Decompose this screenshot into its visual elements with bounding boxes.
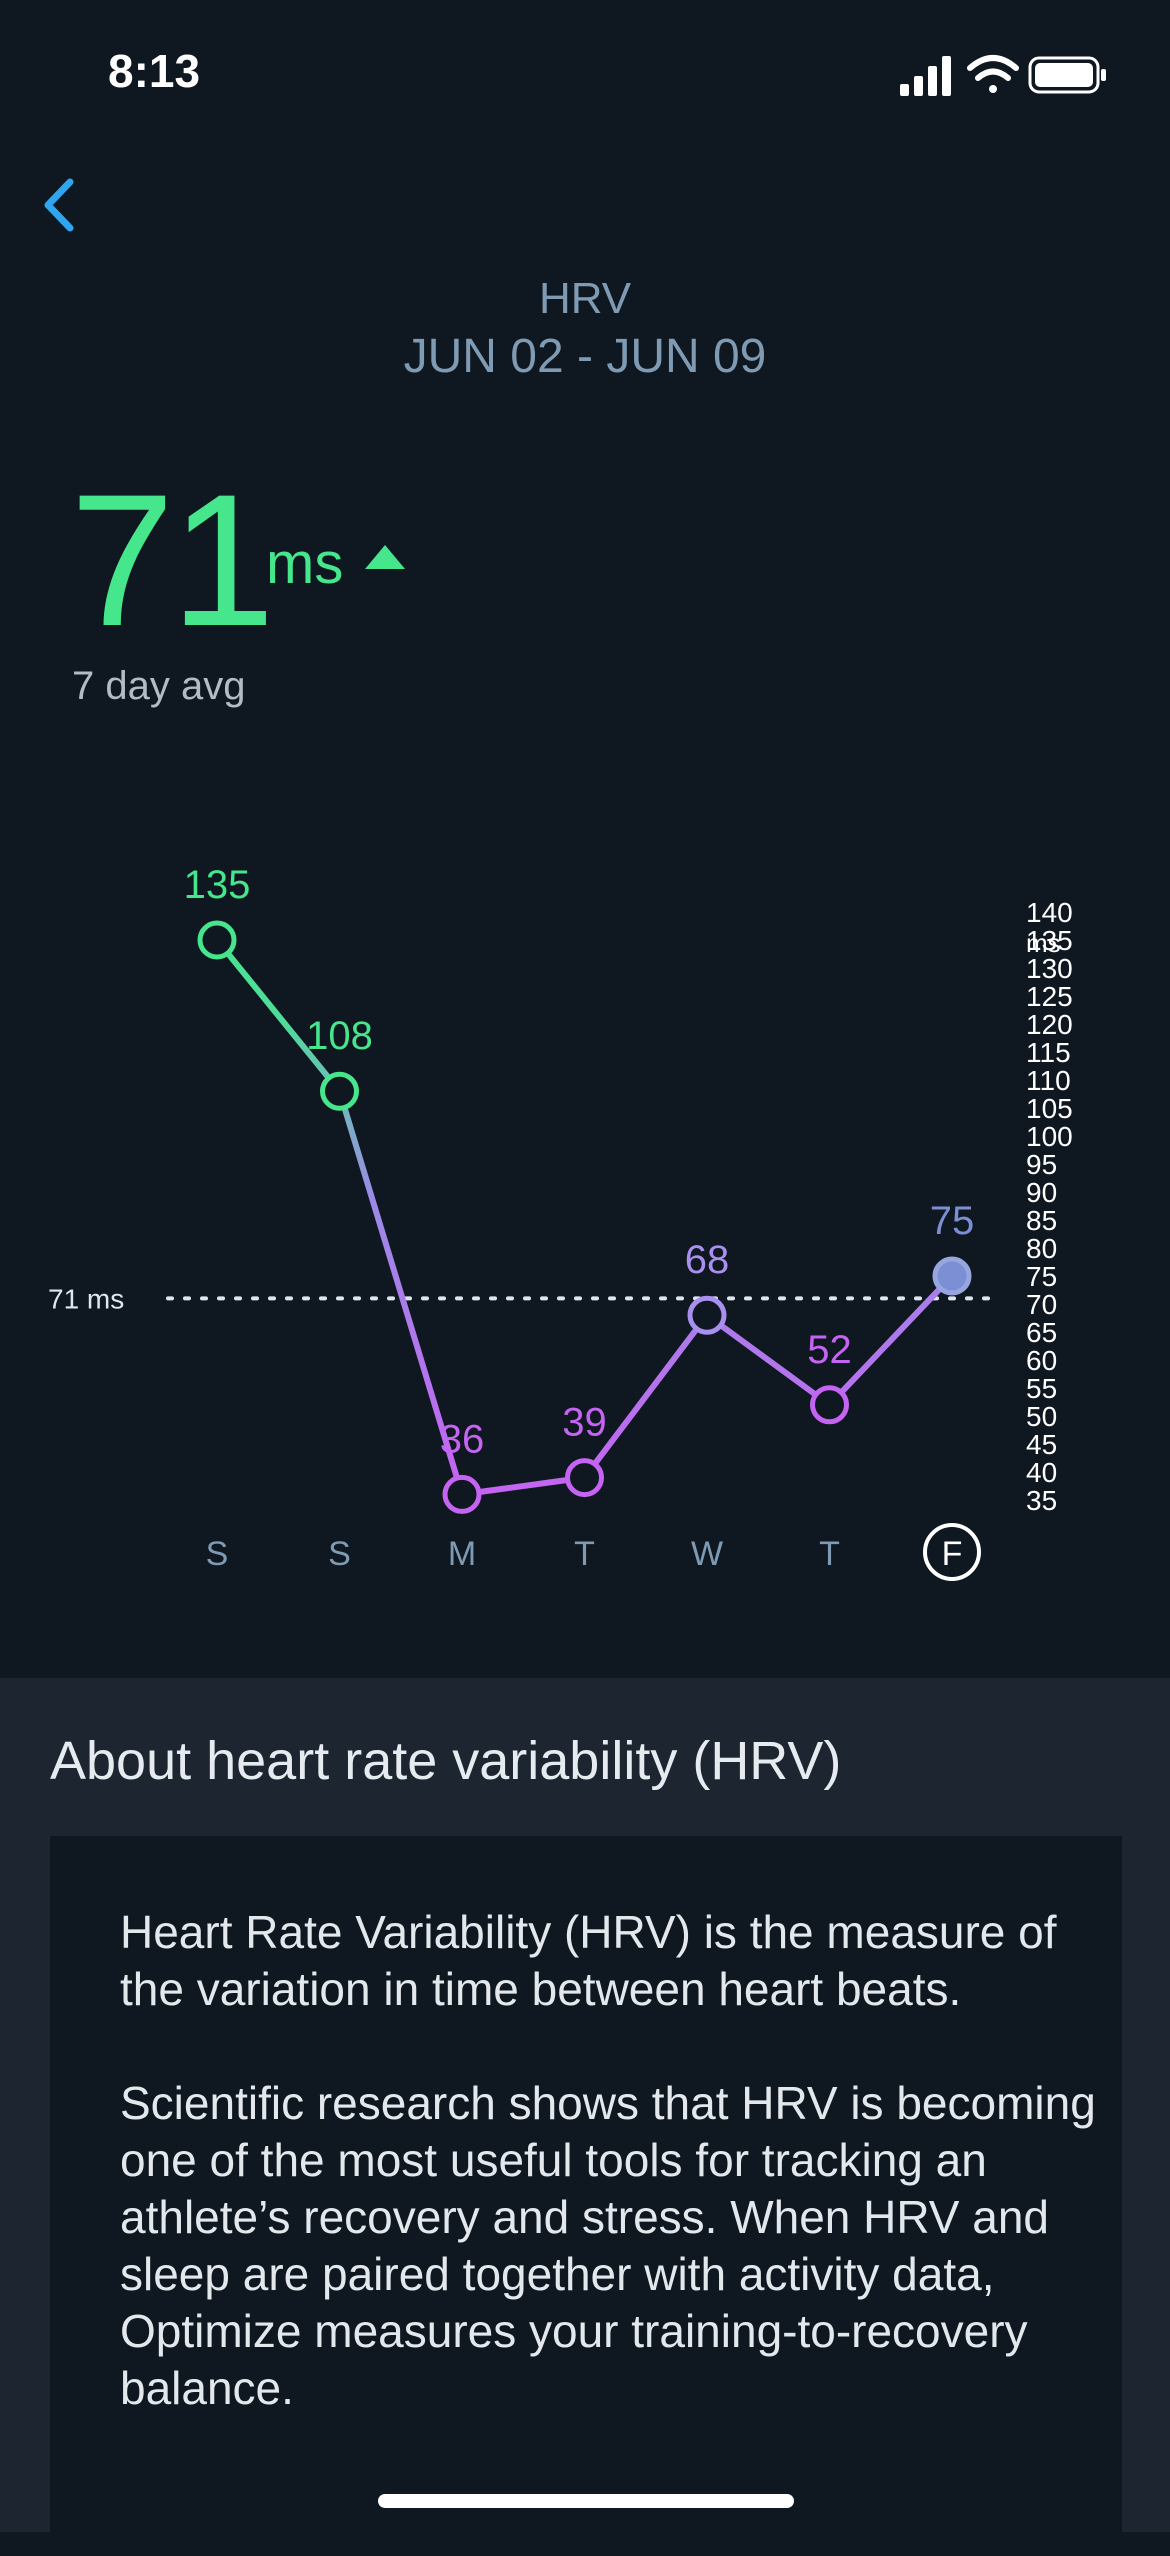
data-label: 52 xyxy=(807,1328,852,1372)
data-point-current[interactable] xyxy=(932,1256,972,1296)
data-point[interactable] xyxy=(810,1385,849,1425)
date-range: JUN 02 - JUN 09 xyxy=(403,330,767,383)
y-tick-label: 70 xyxy=(1026,1289,1057,1320)
about-title: About heart rate variability (HRV) xyxy=(50,1731,842,1791)
y-tick-label: 35 xyxy=(1026,1485,1057,1516)
x-day-label[interactable]: W xyxy=(691,1535,723,1573)
y-tick-label: 80 xyxy=(1026,1233,1057,1264)
data-point[interactable] xyxy=(320,1071,359,1111)
x-day-label[interactable]: T xyxy=(819,1535,840,1573)
about-paragraph-2: Scientific research shows that HRV is be… xyxy=(120,2077,1096,2414)
y-tick-label: 125 xyxy=(1026,981,1073,1012)
data-label: 75 xyxy=(930,1199,975,1243)
trend-up-icon xyxy=(365,545,405,569)
data-point[interactable] xyxy=(687,1295,727,1335)
y-tick-label: 75 xyxy=(1026,1261,1057,1292)
battery-icon xyxy=(1028,56,1106,94)
hrv-average-caption: 7 day avg xyxy=(72,664,246,708)
about-text: Heart Rate Variability (HRV) is the meas… xyxy=(120,1904,1100,2417)
y-tick-label: 115 xyxy=(1026,1037,1071,1068)
x-day-label[interactable]: S xyxy=(328,1535,351,1573)
y-axis: 1401351301251201151101051009590858075706… xyxy=(1026,897,1073,1516)
y-tick-label: 140 xyxy=(1026,897,1073,928)
about-card: Heart Rate Variability (HRV) is the meas… xyxy=(50,1836,1122,2556)
y-tick-label: 40 xyxy=(1026,1457,1057,1488)
y-tick-label: 90 xyxy=(1026,1177,1057,1208)
home-indicator[interactable] xyxy=(378,2494,794,2508)
hrv-average: 71 ms xyxy=(70,455,405,665)
x-day-label[interactable]: S xyxy=(206,1535,229,1573)
y-tick-label: 65 xyxy=(1026,1317,1057,1348)
y-tick-label: 110 xyxy=(1026,1065,1071,1096)
x-day-label-current[interactable]: F xyxy=(942,1535,963,1573)
data-label: 68 xyxy=(685,1238,730,1282)
y-unit-label: ms xyxy=(1026,928,1061,958)
data-point[interactable] xyxy=(197,920,237,960)
current-day-ring xyxy=(923,1523,981,1581)
y-tick-label: 85 xyxy=(1026,1205,1057,1236)
x-day-label[interactable]: T xyxy=(574,1535,595,1573)
y-tick-label: 100 xyxy=(1026,1121,1073,1152)
x-day-label[interactable]: M xyxy=(448,1535,476,1573)
y-tick-label: 45 xyxy=(1026,1429,1057,1460)
hrv-average-value: 71 xyxy=(70,455,275,665)
data-label: 39 xyxy=(562,1401,607,1445)
data-label: 108 xyxy=(306,1014,373,1058)
y-tick-label: 95 xyxy=(1026,1149,1057,1180)
data-label: 36 xyxy=(440,1417,485,1461)
y-tick-label: 120 xyxy=(1026,1009,1073,1040)
wifi-icon xyxy=(967,55,1019,93)
y-tick-label: 50 xyxy=(1026,1401,1057,1432)
page-header: HRV JUN 02 - JUN 09 xyxy=(0,270,1170,386)
cellular-signal-icon xyxy=(900,56,951,96)
data-label: 135 xyxy=(184,863,251,907)
status-bar: 8:13 xyxy=(0,0,1170,150)
status-time: 8:13 xyxy=(108,45,201,97)
data-point[interactable] xyxy=(565,1458,604,1498)
y-tick-label: 60 xyxy=(1026,1345,1057,1376)
about-paragraph-1: Heart Rate Variability (HRV) is the meas… xyxy=(120,1906,1057,2015)
y-tick-label: 135 xyxy=(1026,925,1073,956)
y-tick-label: 55 xyxy=(1026,1373,1057,1404)
about-section: About heart rate variability (HRV) Heart… xyxy=(0,1678,1170,2556)
chevron-left-icon xyxy=(44,178,74,232)
data-points: 135 108 36 39 68 52 75 xyxy=(184,863,975,1514)
average-reference-label: 71 ms xyxy=(48,1283,124,1314)
status-icons xyxy=(900,55,1106,96)
hrv-average-unit: ms xyxy=(266,531,344,596)
page-title: HRV xyxy=(538,274,632,323)
y-tick-label: 105 xyxy=(1026,1093,1073,1124)
hrv-line-chart: 1401351301251201151101051009590858075706… xyxy=(48,863,1073,1581)
back-button[interactable] xyxy=(28,160,118,250)
y-tick-label: 130 xyxy=(1026,953,1073,984)
data-point[interactable] xyxy=(442,1474,482,1514)
